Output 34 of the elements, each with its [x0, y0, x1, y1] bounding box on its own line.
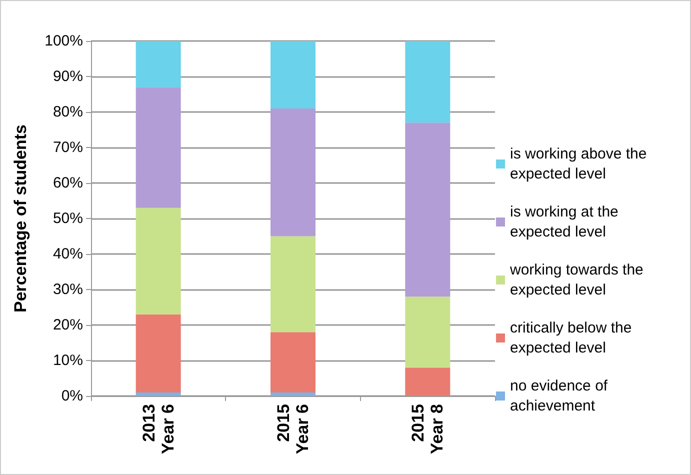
x-tick-label: 2015 Year 6	[274, 404, 312, 454]
bar	[270, 332, 316, 392]
y-axis-title: Percentage of students	[11, 124, 30, 312]
bar	[270, 41, 316, 108]
legend-label: working towards the expected level	[509, 262, 648, 298]
bar	[136, 87, 181, 208]
bar	[136, 314, 181, 392]
bar	[270, 392, 316, 396]
y-tick-label: 30%	[52, 281, 83, 298]
x-tick-label: 2015 Year 8	[408, 404, 447, 454]
y-tick-label: 100%	[44, 32, 83, 50]
y-tick-label: 10%	[52, 352, 83, 369]
bar	[405, 41, 450, 123]
y-tick-label: 80%	[52, 104, 83, 120]
bar	[136, 392, 181, 396]
bar	[405, 122, 450, 297]
y-tick-label: 50%	[52, 210, 83, 227]
y-tick-label: 70%	[52, 139, 83, 156]
bar	[405, 368, 450, 396]
y-tick-label: 20%	[52, 316, 83, 334]
bar	[270, 108, 316, 236]
x-tick-label: 2013 Year 6	[139, 404, 178, 454]
y-tick-label: 0%	[61, 388, 83, 404]
bar	[270, 236, 316, 332]
y-tick-label: 40%	[52, 246, 83, 262]
bar	[136, 208, 181, 314]
y-tick-label: 90%	[52, 68, 83, 85]
legend-label: is working at the expected level	[510, 204, 623, 240]
legend-label: no evidence of achievement	[510, 378, 612, 414]
bar	[136, 41, 181, 88]
legend-label: critically below the expected level	[510, 320, 636, 356]
legend-label: is working above the expected level	[510, 146, 651, 182]
y-tick-label: 60%	[52, 174, 83, 192]
bar	[405, 296, 450, 368]
